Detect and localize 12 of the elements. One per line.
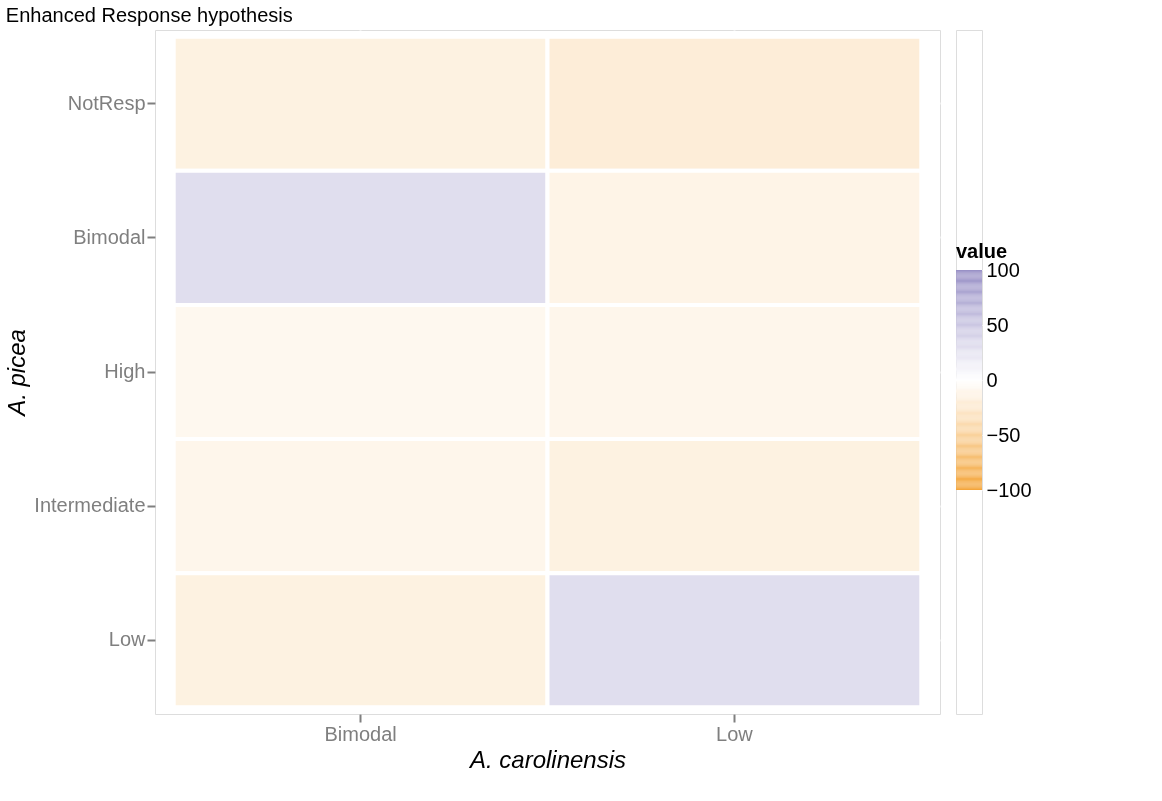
y-tick-label: High [104, 360, 146, 382]
y-tick-label: Bimodal [73, 225, 146, 248]
y-axis-title: A. picea [3, 329, 31, 418]
color-bar-label: −50 [986, 423, 1021, 446]
y-tick-label: NotResp [67, 91, 146, 114]
color-bar-label: 50 [986, 313, 1009, 336]
y-tick-label: Intermediate [34, 494, 146, 517]
chart-title: Enhanced Response hypothesis [5, 4, 293, 26]
color-bar-label: 0 [986, 368, 998, 391]
x-axis-title: A. carolinensis [467, 745, 627, 773]
y-tick-label: Low [108, 628, 147, 651]
color-bar-label: −100 [986, 478, 1032, 501]
